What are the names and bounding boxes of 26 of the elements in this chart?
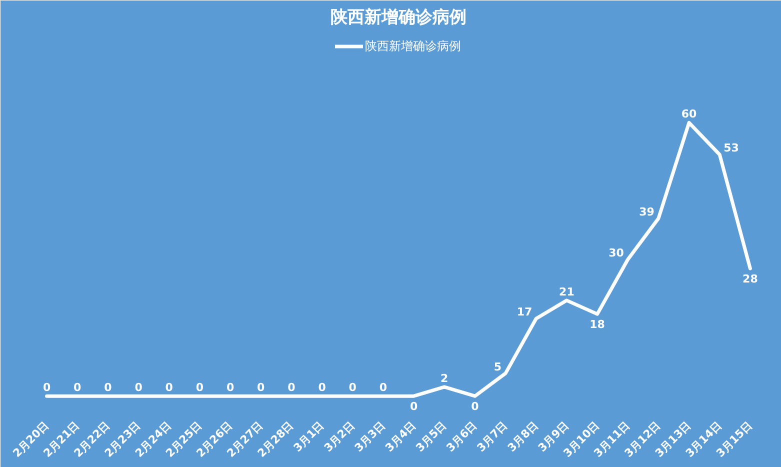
data-label: 0 bbox=[196, 381, 204, 394]
data-label: 53 bbox=[724, 142, 739, 155]
data-label: 0 bbox=[74, 381, 82, 394]
data-label: 30 bbox=[608, 246, 624, 260]
data-label: 17 bbox=[516, 306, 532, 319]
data-label: 0 bbox=[165, 381, 174, 394]
data-label: 0 bbox=[42, 381, 51, 394]
data-label: 18 bbox=[590, 318, 605, 332]
chart-title: 陕西新增确诊病例 bbox=[330, 8, 466, 28]
data-label: 0 bbox=[318, 381, 326, 394]
data-label: 2 bbox=[440, 372, 448, 385]
data-label: 0 bbox=[257, 381, 266, 394]
data-label: 21 bbox=[559, 285, 574, 298]
data-label: 39 bbox=[639, 205, 654, 218]
data-label: 0 bbox=[134, 381, 143, 394]
data-label: 5 bbox=[494, 360, 502, 374]
data-label: 0 bbox=[226, 381, 234, 394]
data-label: 0 bbox=[379, 381, 388, 394]
data-label: 0 bbox=[348, 381, 357, 394]
data-label: 60 bbox=[681, 108, 698, 121]
data-label: 0 bbox=[471, 400, 480, 414]
data-label: 0 bbox=[288, 381, 296, 394]
legend-label: 陕西新增确诊病例 bbox=[365, 38, 461, 54]
data-label: 0 bbox=[410, 400, 418, 414]
data-label: 0 bbox=[104, 381, 112, 394]
data-label: 28 bbox=[742, 272, 758, 286]
